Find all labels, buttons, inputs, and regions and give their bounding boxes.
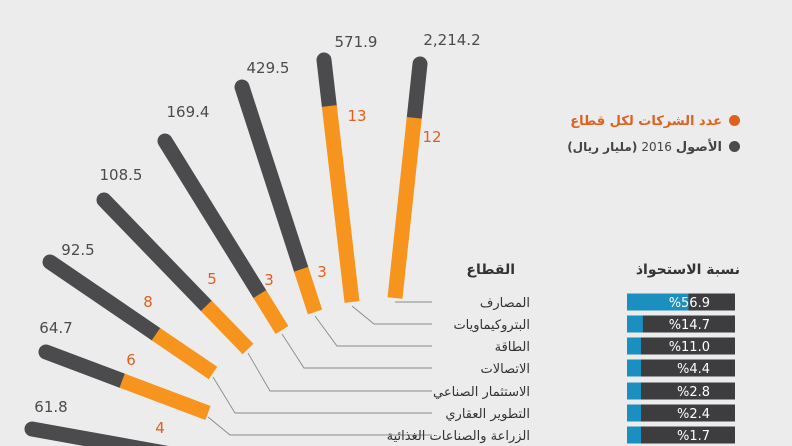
share-value-label: %56.9: [669, 296, 710, 311]
company-count-label: 5: [207, 270, 217, 288]
company-count-label: 3: [264, 271, 274, 289]
share-bar-track: [627, 315, 735, 333]
company-bar: [119, 373, 211, 421]
sector-name: الاتصالات: [480, 362, 530, 377]
asset-bar: [38, 344, 130, 389]
asset-bar: [24, 421, 169, 446]
company-bar: [151, 327, 218, 380]
share-bar-track: [627, 382, 735, 400]
leader-line: [247, 352, 432, 392]
sector-name: المصارف: [480, 296, 530, 311]
company-count-label: 6: [126, 351, 136, 369]
leader-line: [212, 376, 432, 414]
asset-bar: [316, 52, 337, 114]
sector-name: الزراعة والصناعات الغذائية: [387, 429, 530, 444]
company-bar: [253, 290, 289, 334]
legend-assets-label: الأصول: [675, 140, 722, 155]
share-value-label: %2.8: [677, 385, 710, 400]
share-bar-fill: [627, 293, 689, 311]
company-count-label: 3: [317, 263, 327, 281]
sector-name: التطوير العقاري: [445, 407, 530, 422]
asset-value-label: 2,214.2: [423, 31, 480, 49]
leader-line: [207, 416, 432, 436]
share-bar-track: [627, 359, 735, 377]
share-bar-fill: [627, 426, 641, 444]
share-bar-fill: [627, 337, 641, 355]
share-value-label: %1.7: [677, 429, 710, 444]
share-bar-track: [627, 426, 735, 444]
share-value-label: %4.4: [677, 362, 710, 377]
company-bar: [321, 105, 360, 303]
share-value-label: %11.0: [669, 340, 710, 355]
company-count-label: 4: [155, 419, 165, 437]
share-bar-fill: [627, 359, 641, 377]
company-bar: [293, 266, 323, 315]
company-bar: [200, 300, 254, 355]
asset-value-label: 64.7: [39, 319, 72, 337]
share-bar-fill: [627, 404, 641, 422]
asset-value-label: 429.5: [247, 59, 290, 77]
legend-assets-year: 2016: [641, 140, 672, 154]
legend-companies-label: عدد الشركات لكل قطاع: [570, 114, 722, 129]
sector-name: الطاقة: [495, 340, 530, 355]
asset-bar: [157, 133, 268, 302]
sector-name: البتروكيماويات: [453, 318, 530, 333]
asset-bar: [42, 254, 164, 342]
leader-line: [314, 315, 432, 347]
leader-line: [281, 333, 432, 369]
legend-assets: الأصول2016(مليار ريال): [567, 140, 740, 155]
asset-value-label: 92.5: [61, 241, 94, 259]
sector-name: الاستثمار الصناعي: [433, 385, 530, 400]
share-bar-fill: [627, 382, 641, 400]
company-count-label: 12: [422, 128, 441, 146]
asset-value-label: 61.8: [34, 398, 67, 416]
asset-value-label: 169.4: [167, 103, 210, 121]
company-count-label: 13: [347, 107, 366, 125]
leader-line: [351, 305, 432, 325]
asset-bar: [406, 56, 428, 126]
share-bar-fill: [627, 315, 643, 333]
company-bar: [387, 117, 422, 299]
legend-companies-dot: [729, 115, 740, 126]
asset-bar: [234, 79, 309, 277]
asset-value-label: 571.9: [335, 33, 378, 51]
company-count-label: 8: [143, 293, 153, 311]
sector-column-header: القطاع: [466, 262, 515, 278]
legend-assets-unit: (مليار ريال): [567, 140, 638, 154]
legend-assets-dot: [729, 141, 740, 152]
legend-companies: عدد الشركات لكل قطاع: [570, 114, 740, 129]
share-value-label: %14.7: [669, 318, 710, 333]
asset-value-label: 108.5: [100, 166, 143, 184]
share-bar-track: [627, 404, 735, 422]
share-bar-track: [627, 337, 735, 355]
share-value-label: %2.4: [677, 407, 710, 422]
asset-bar: [96, 192, 214, 314]
share-column-header: نسبة الاستحواذ: [635, 262, 740, 278]
